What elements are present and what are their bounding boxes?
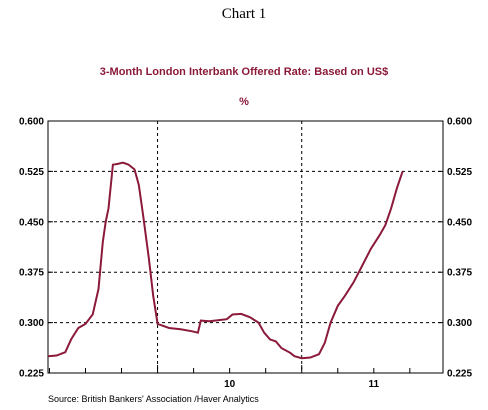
y-tick-label-left: 0.300	[19, 318, 44, 329]
chart-subtitle: %	[239, 96, 249, 108]
x-tick-label: 11	[369, 379, 380, 390]
y-tick-label-right: 0.600	[447, 117, 472, 128]
chart-title: 3-Month London Interbank Offered Rate: B…	[99, 66, 389, 78]
y-tick-label-left: 0.525	[19, 167, 44, 178]
x-tick-label: 10	[224, 379, 236, 390]
y-tick-label-left: 0.450	[19, 217, 44, 228]
y-tick-label-left: 0.375	[19, 268, 44, 279]
y-tick-label-right: 0.525	[447, 167, 472, 178]
y-tick-label-right: 0.450	[447, 217, 472, 228]
y-tick-label-right: 0.225	[447, 369, 472, 380]
label-layer: 0.600 0.600 0.525 0.525 0.450 0.450 0.375 0.375…	[19, 117, 472, 391]
y-tick-label-left: 0.600	[19, 117, 44, 128]
grid-layer	[48, 121, 443, 373]
y-tick-label-right: 0.375	[447, 268, 472, 279]
y-tick-label-right: 0.300	[447, 318, 472, 329]
y-tick-label-left: 0.225	[19, 369, 44, 380]
tick-layer	[48, 120, 443, 374]
source-note: Source: British Bankers' Association /Ha…	[48, 394, 259, 404]
plot-frame	[47, 120, 444, 374]
series-line	[47, 161, 404, 360]
page-title: Chart 1	[221, 6, 267, 22]
